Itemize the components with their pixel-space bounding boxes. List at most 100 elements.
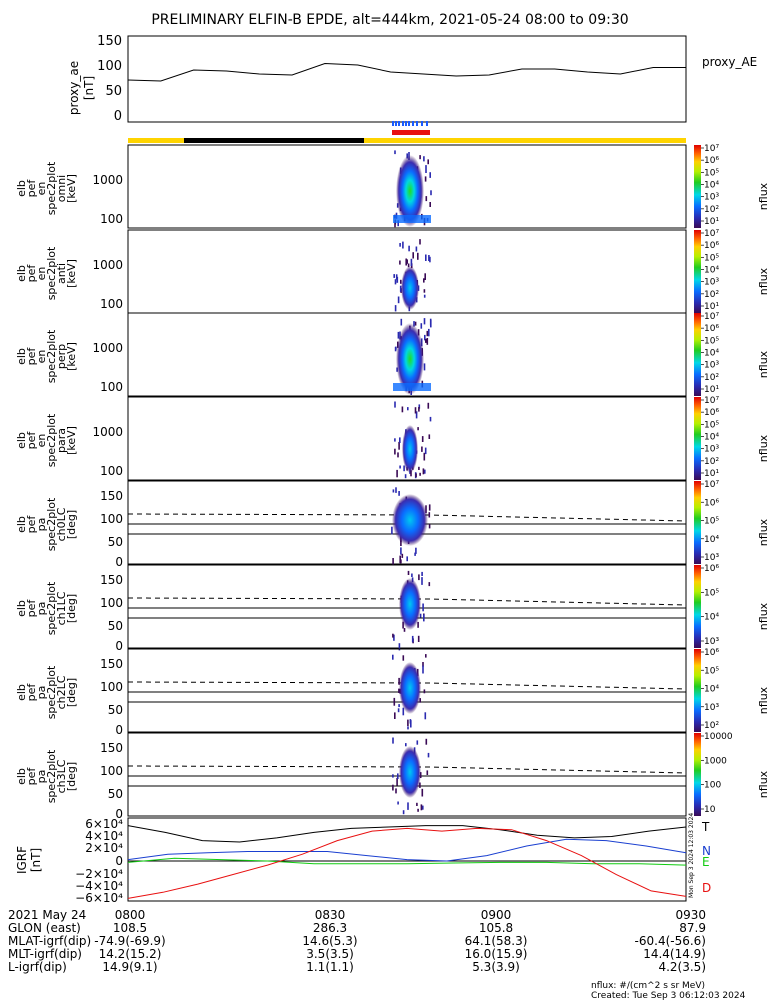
panel-ylabel: elb [15,432,28,449]
colorbar-tick: 10⁷ [704,144,719,154]
footer-row-label: MLT-igrf(dip) [8,947,82,961]
pitch-angle-ytick: 50 [108,619,123,633]
flux-pixel [406,556,408,562]
flux-pixel [392,737,394,744]
pitch-angle-ytick: 0 [115,723,123,737]
colorbar-tick: 10³ [704,553,719,563]
colorbar-tick: 10⁶ [704,408,719,418]
footer-value: 14.4(14.9) [643,947,706,961]
panel-ylabel: [deg] [65,678,78,707]
flux-pixel [415,246,418,252]
flux-pixel [396,276,399,283]
panel-ylabel: en [35,350,48,364]
flux-pixel [397,773,399,779]
flux-pixel [398,688,400,693]
flux-pixel [421,788,424,797]
footer-value: -60.4(-56.6) [635,934,706,948]
flux-pixel [425,196,428,202]
spectrogram-ytick: 1000 [92,341,123,355]
colorbar-tick: 1000 [704,756,727,766]
units-note: nflux: #/(cm^2 s sr MeV) [591,981,705,991]
footer-row-label: L-igrf(dip) [8,960,67,974]
panel-ylabel: elb [15,348,28,365]
flux-pixel [414,552,416,556]
colorbar-tick: 10² [704,373,719,383]
panel-ylabel: perp [55,344,68,369]
colorbar-label: nflux [757,267,770,295]
flux-pixel [420,804,423,811]
colorbar-tick: 10² [704,721,719,731]
orbit-bar-black [184,138,364,143]
flux-pixel [423,156,425,162]
panel-ylabel: [keV] [65,342,78,371]
flux-pixel [421,446,423,452]
flux-pixel [424,712,427,720]
panel-ylabel: pa [35,602,48,616]
panel-ylabel: [keV] [65,259,78,288]
flux-pixel [392,558,394,565]
status-bars [128,121,686,143]
flux-pixel [407,719,409,727]
spectrogram-ytick: 100 [100,464,123,478]
igrf-ytick: 0 [115,854,123,868]
flux-pixel [395,487,397,493]
proxy-ae-ylabel-2: [nT] [82,76,96,100]
spectrogram-ytick: 1000 [92,425,123,439]
flux-pixel [423,452,426,461]
spectrogram-ytick: 100 [100,212,123,226]
pitch-angle-ytick: 150 [100,489,123,503]
igrf-legend-d: D [702,881,711,895]
pa-coverage-mark [405,121,407,126]
colorbar-tick: 10⁶ [704,564,719,574]
pitch-angle-flux [399,662,421,714]
flux-pixel [414,407,417,414]
flux-pixel [422,468,425,475]
flux-pixel [424,447,427,455]
flux-pixel [422,603,424,612]
flux-pixel [405,743,407,747]
flux-pixel [410,258,413,266]
flux-pixel [415,473,417,478]
panel-ylabel: spec2plot [45,665,58,719]
footer-value: 16.0(15.9) [465,947,528,961]
flux-pixel [417,635,420,642]
igrf-n-line [127,838,687,862]
igrf-legend-t: T [701,820,710,834]
flux-pixel [394,401,396,408]
panel-ylabel: spec2plot [45,329,58,383]
flux-pixel [400,318,403,326]
flux-pixel [408,245,410,252]
flux-pixel [399,465,401,469]
flux-pixel [395,788,397,794]
colorbar [694,565,701,648]
flux-pixel [421,436,424,442]
colorbar-label: nflux [757,350,770,378]
flux-pixel [417,808,419,812]
panel-ylabel: elb [15,600,28,617]
flux-pixel [400,540,402,546]
flux-pixel [428,524,431,529]
colorbar [694,649,701,732]
flux-pixel [410,470,412,477]
colorbar-tick: 10⁶ [704,648,719,658]
colorbar-tick: 10⁷ [704,229,719,239]
panel-ylabel: pef [25,347,38,366]
panel-ylabel: en [35,182,48,196]
igrf-legend-n: N [702,844,711,858]
flux-pixel [419,613,422,618]
panel-ylabel: elb [15,516,28,533]
flux-pixel [425,254,427,261]
flux-pixel [417,621,419,628]
flux-pixel [402,707,405,716]
flux-pixel [396,777,398,786]
igrf-ytick: −4×10⁴ [75,879,123,893]
flux-pixel [392,654,394,660]
pitch-angle-ytick: 100 [100,596,123,610]
colorbar-label: nflux [757,182,770,210]
panel-ylabel: ch2LC [55,675,68,709]
flux-pixel [397,801,399,805]
footer-value: 14.2(15.2) [99,947,162,961]
flux-pixel [399,555,401,564]
flux-pixel [398,491,400,496]
